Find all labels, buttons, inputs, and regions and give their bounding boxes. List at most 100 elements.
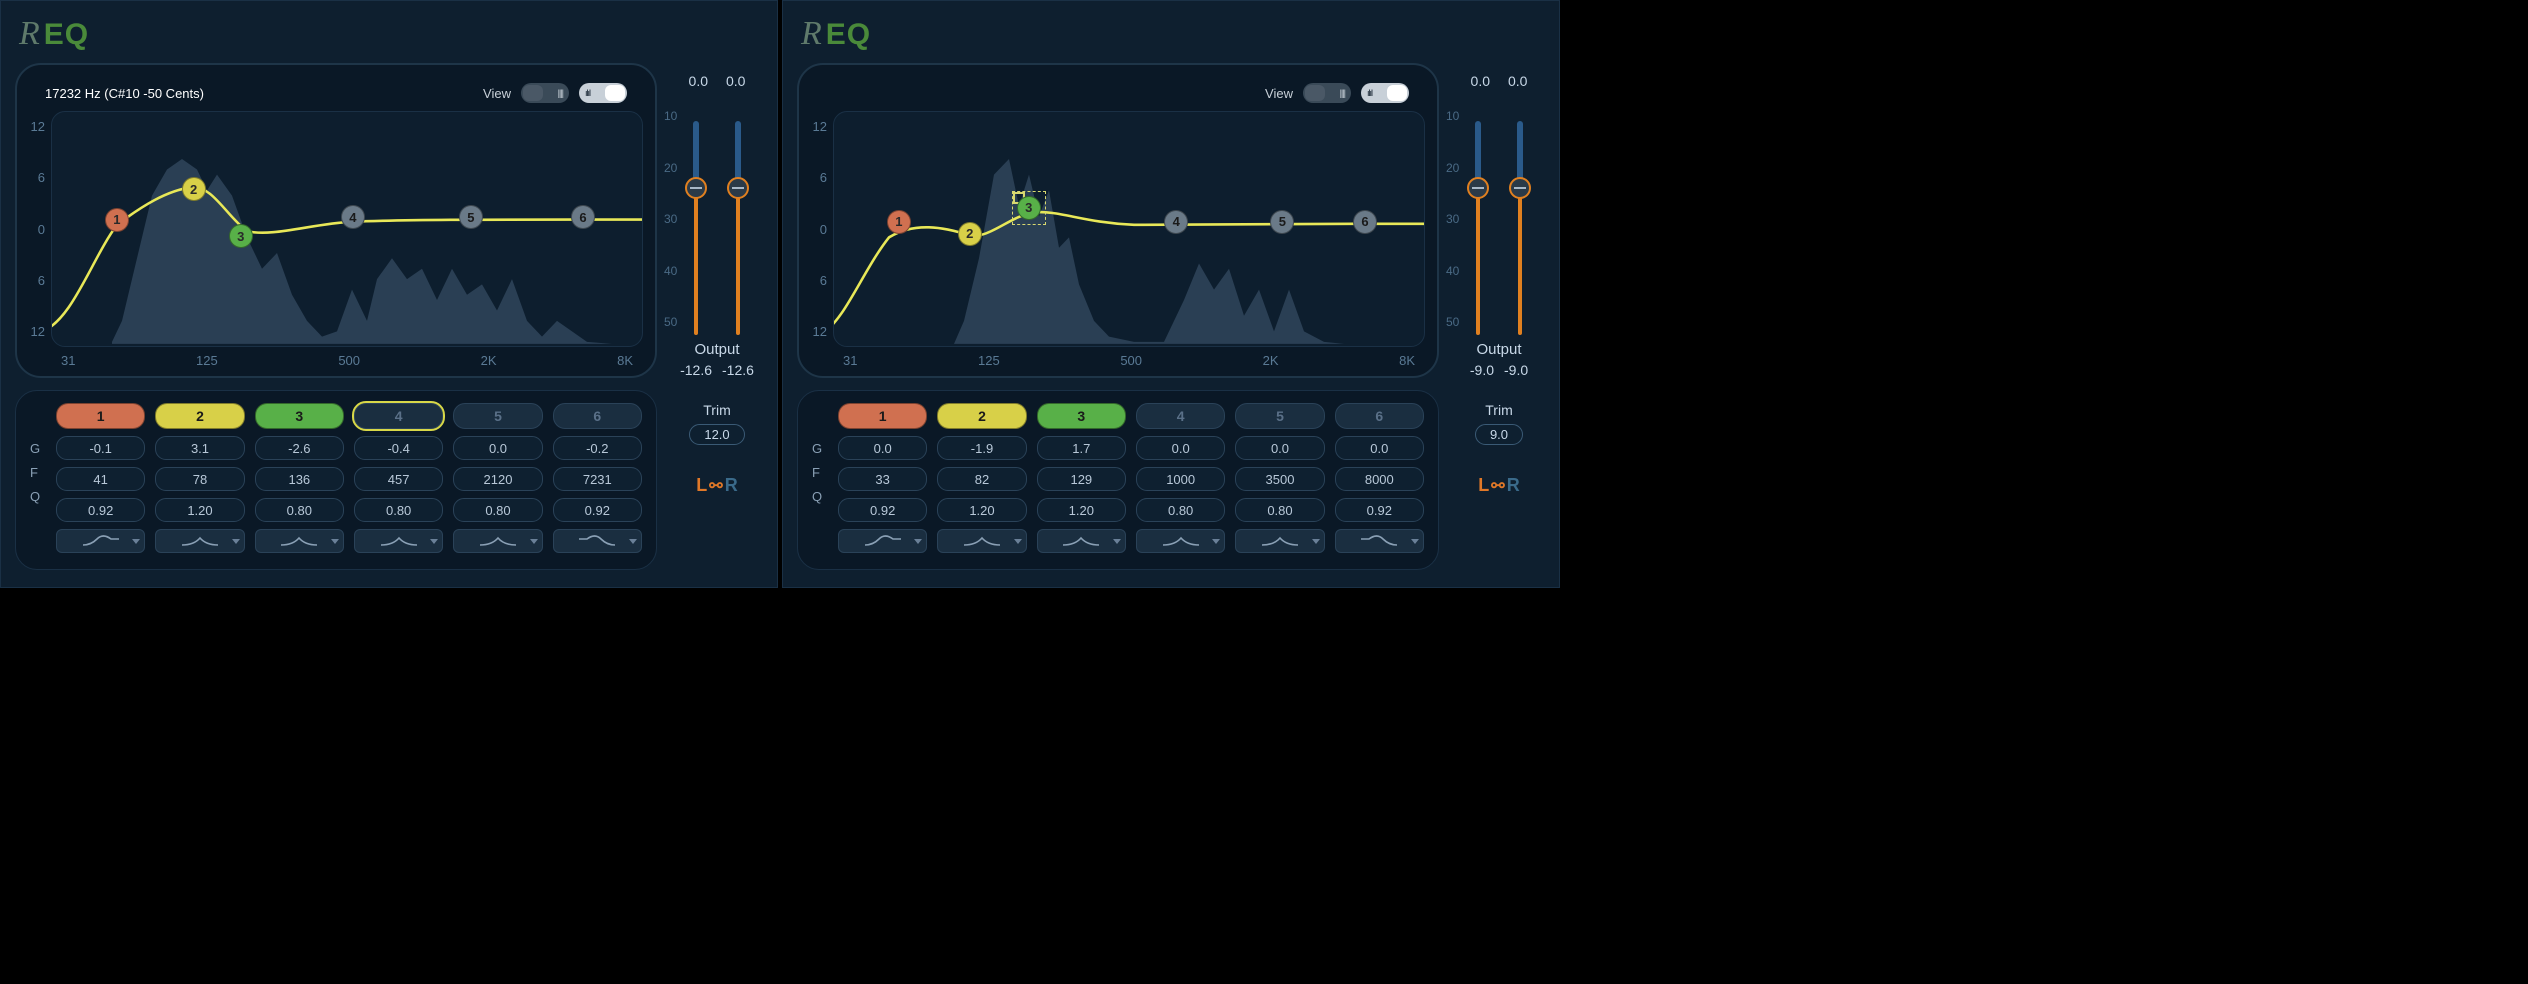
band-button-6[interactable]: 6	[1335, 403, 1424, 429]
eq-plot[interactable]: 1 2 3 4 5 6	[833, 111, 1425, 347]
trim-value[interactable]: 9.0	[1475, 424, 1523, 445]
band-1-f[interactable]: 41	[56, 467, 145, 491]
output-top-value: 0.0	[689, 73, 708, 89]
band-button-1[interactable]: 1	[56, 403, 145, 429]
band-button-5[interactable]: 5	[453, 403, 542, 429]
eq-graph-frame: 17232 Hz (C#10 -50 Cents) View |||| ılıl…	[15, 63, 657, 378]
band-4-f[interactable]: 1000	[1136, 467, 1225, 491]
channel-link[interactable]: L⚯R	[696, 475, 737, 496]
band-6-shape[interactable]	[1335, 529, 1424, 553]
view-toggle-2[interactable]: ılıl	[579, 83, 627, 103]
band-6-g[interactable]: 0.0	[1335, 436, 1424, 460]
eq-node-3[interactable]: 3	[1017, 196, 1041, 220]
band-4-g[interactable]: -0.4	[354, 436, 443, 460]
eq-node-4[interactable]: 4	[1164, 210, 1188, 234]
band-3-q[interactable]: 1.20	[1037, 498, 1126, 522]
band-1-q[interactable]: 0.92	[56, 498, 145, 522]
link-icon: ⚯	[1491, 476, 1504, 496]
view-label: View	[483, 86, 511, 101]
eq-node-4[interactable]: 4	[341, 205, 365, 229]
eq-node-2[interactable]: 2	[182, 177, 206, 201]
eq-plugin-instance: REQ View |||| ılıl 126061212345631125500…	[782, 0, 1560, 588]
band-button-6[interactable]: 6	[553, 403, 642, 429]
band-3-f[interactable]: 129	[1037, 467, 1126, 491]
band-2-q[interactable]: 1.20	[155, 498, 244, 522]
band-button-4[interactable]: 4	[1136, 403, 1225, 429]
band-3-f[interactable]: 136	[255, 467, 344, 491]
eq-plot[interactable]: 123456	[51, 111, 643, 347]
band-3-q[interactable]: 0.80	[255, 498, 344, 522]
band-6-q[interactable]: 0.92	[1335, 498, 1424, 522]
eq-node-5[interactable]: 5	[459, 205, 483, 229]
y-axis: 1260612	[23, 111, 51, 347]
output-top-value: 0.0	[1508, 73, 1527, 89]
eq-node-6[interactable]: 6	[571, 205, 595, 229]
band-1-shape[interactable]	[838, 529, 927, 553]
band-2-g[interactable]: 3.1	[155, 436, 244, 460]
band-5-g[interactable]: 0.0	[1235, 436, 1324, 460]
band-button-2[interactable]: 2	[937, 403, 1026, 429]
eq-plugin-instance: REQ 17232 Hz (C#10 -50 Cents) View |||| …	[0, 0, 778, 588]
band-6-g[interactable]: -0.2	[553, 436, 642, 460]
band-2-shape[interactable]	[155, 529, 244, 553]
logo-eq: EQ	[44, 18, 89, 52]
band-5-f[interactable]: 2120	[453, 467, 542, 491]
band-4-q[interactable]: 0.80	[1136, 498, 1225, 522]
band-4-f[interactable]: 457	[354, 467, 443, 491]
logo-eq: EQ	[826, 18, 871, 52]
band-5-shape[interactable]	[1235, 529, 1324, 553]
trim-value[interactable]: 12.0	[689, 424, 744, 445]
band-5-f[interactable]: 3500	[1235, 467, 1324, 491]
row-label-G: G	[812, 441, 830, 456]
band-3-shape[interactable]	[1037, 529, 1126, 553]
band-2-q[interactable]: 1.20	[937, 498, 1026, 522]
band-3-g[interactable]: -2.6	[255, 436, 344, 460]
output-section: 0.00.01020304050Output-12.6-12.6Trim12.0…	[671, 63, 763, 570]
band-4-q[interactable]: 0.80	[354, 498, 443, 522]
band-2-g[interactable]: -1.9	[937, 436, 1026, 460]
eq-node-1[interactable]: 1	[105, 208, 129, 232]
eq-node-5[interactable]: 5	[1270, 210, 1294, 234]
band-1-q[interactable]: 0.92	[838, 498, 927, 522]
band-1-f[interactable]: 33	[838, 467, 927, 491]
band-3-g[interactable]: 1.7	[1037, 436, 1126, 460]
eq-node-3[interactable]: 3	[229, 224, 253, 248]
band-3-shape[interactable]	[255, 529, 344, 553]
view-toggle-1[interactable]: ||||	[521, 83, 569, 103]
band-5-g[interactable]: 0.0	[453, 436, 542, 460]
band-4-shape[interactable]	[1136, 529, 1225, 553]
band-button-3[interactable]: 3	[1037, 403, 1126, 429]
band-1-g[interactable]: 0.0	[838, 436, 927, 460]
band-1-g[interactable]: -0.1	[56, 436, 145, 460]
band-6-q[interactable]: 0.92	[553, 498, 642, 522]
eq-node-1[interactable]: 1	[887, 210, 911, 234]
view-toggle-1[interactable]: ||||	[1303, 83, 1351, 103]
band-5-shape[interactable]	[453, 529, 542, 553]
band-5-q[interactable]: 0.80	[1235, 498, 1324, 522]
band-5-q[interactable]: 0.80	[453, 498, 542, 522]
band-2-f[interactable]: 78	[155, 467, 244, 491]
band-6-f[interactable]: 8000	[1335, 467, 1424, 491]
eq-node-6[interactable]: 6	[1353, 210, 1377, 234]
trim-label: Trim	[1485, 402, 1512, 418]
link-icon: ⚯	[709, 476, 722, 496]
band-button-4[interactable]: 4	[354, 403, 443, 429]
band-6-shape[interactable]	[553, 529, 642, 553]
output-fader-r[interactable]	[1508, 97, 1532, 335]
band-button-2[interactable]: 2	[155, 403, 244, 429]
band-4-g[interactable]: 0.0	[1136, 436, 1225, 460]
band-4-shape[interactable]	[354, 529, 443, 553]
output-fader-l[interactable]: 1020304050	[684, 97, 708, 335]
band-button-5[interactable]: 5	[1235, 403, 1324, 429]
output-fader-r[interactable]	[726, 97, 750, 335]
eq-node-2[interactable]: 2	[958, 222, 982, 246]
view-toggle-2[interactable]: ılıl	[1361, 83, 1409, 103]
output-fader-l[interactable]: 1020304050	[1466, 97, 1490, 335]
band-2-shape[interactable]	[937, 529, 1026, 553]
band-6-f[interactable]: 7231	[553, 467, 642, 491]
band-button-1[interactable]: 1	[838, 403, 927, 429]
channel-link[interactable]: L⚯R	[1478, 475, 1519, 496]
band-button-3[interactable]: 3	[255, 403, 344, 429]
band-2-f[interactable]: 82	[937, 467, 1026, 491]
band-1-shape[interactable]	[56, 529, 145, 553]
